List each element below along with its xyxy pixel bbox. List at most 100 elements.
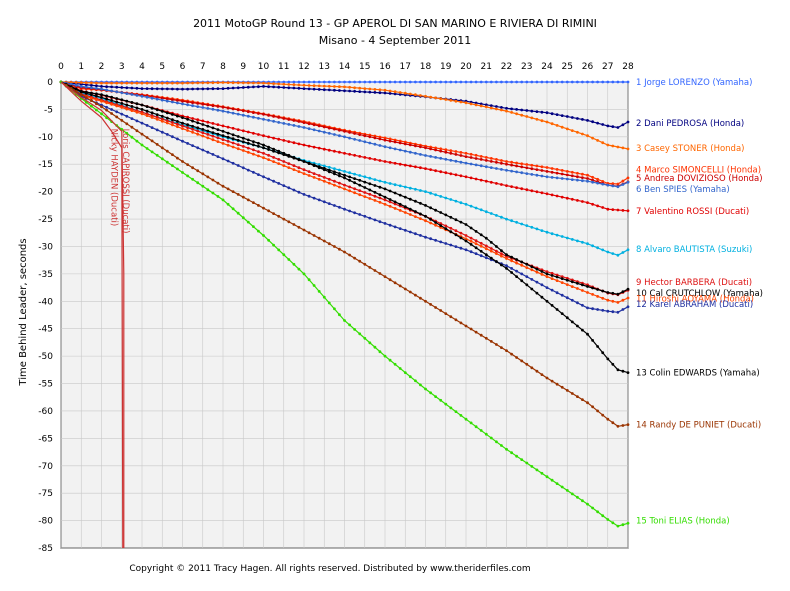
data-point: [454, 153, 458, 156]
data-point: [581, 132, 584, 136]
y-tick-label: -85: [38, 544, 53, 554]
data-point: [601, 141, 605, 145]
data-point: [383, 160, 387, 163]
data-point: [348, 89, 351, 93]
data-point: [540, 110, 544, 114]
series-12: [59, 80, 630, 314]
data-point: [429, 303, 432, 306]
data-point: [201, 134, 205, 138]
data-point: [378, 220, 382, 224]
data-point: [616, 182, 620, 186]
data-point: [277, 162, 281, 166]
data-point: [191, 130, 195, 134]
data-point: [565, 127, 569, 131]
data-point: [241, 140, 245, 144]
data-point: [540, 373, 544, 376]
data-point: [479, 241, 483, 245]
data-point: [186, 117, 190, 121]
data-point: [510, 163, 513, 167]
data-point: [272, 136, 275, 140]
data-point: [201, 131, 205, 135]
data-point: [459, 201, 463, 205]
data-point: [479, 155, 483, 158]
data-point: [393, 183, 397, 187]
data-point: [211, 131, 215, 135]
data-point: [165, 160, 169, 164]
data-point: [545, 230, 549, 234]
data-point: [120, 91, 124, 95]
x-tick-label: 4: [139, 62, 145, 72]
data-point: [267, 153, 270, 157]
data-point: [317, 290, 321, 293]
data-point: [267, 145, 270, 149]
data-point: [419, 234, 422, 237]
data-point: [444, 227, 448, 231]
data-point: [236, 164, 240, 167]
data-point: [434, 306, 437, 309]
data-point: [403, 195, 407, 199]
data-point: [338, 205, 341, 209]
data-point: [95, 81, 98, 85]
data-point: [479, 104, 483, 108]
data-point: [520, 108, 524, 112]
data-point: [520, 165, 524, 169]
data-point: [616, 208, 620, 212]
data-point: [408, 143, 412, 147]
data-point: [287, 118, 291, 121]
data-point: [581, 80, 584, 84]
data-point: [383, 136, 387, 140]
data-point: [601, 123, 605, 126]
data-point: [191, 87, 195, 91]
data-point: [236, 138, 240, 142]
data-point: [90, 99, 93, 102]
data-point: [398, 162, 402, 166]
data-point: [565, 80, 569, 84]
data-point: [403, 80, 407, 84]
data-point: [545, 175, 549, 179]
data-point: [474, 330, 478, 334]
data-point: [231, 111, 235, 115]
data-point: [145, 124, 149, 127]
data-point: [373, 199, 377, 202]
data-point: [449, 243, 453, 247]
data-point: [145, 95, 149, 99]
series-label: 2 Dani PEDROSA (Honda): [636, 119, 744, 129]
data-point: [196, 169, 200, 173]
data-point: [525, 362, 529, 366]
data-point: [211, 191, 215, 195]
data-point: [505, 80, 508, 84]
data-point: [378, 91, 382, 95]
data-point: [500, 159, 503, 162]
data-point: [186, 115, 190, 119]
data-point: [181, 102, 184, 106]
data-point: [322, 164, 326, 168]
x-tick-label: 16: [379, 62, 391, 72]
data-point: [74, 81, 78, 84]
data-point: [393, 80, 397, 84]
data-point: [267, 177, 270, 181]
data-point: [216, 123, 220, 126]
data-point: [459, 100, 463, 104]
data-point: [393, 140, 397, 144]
data-point: [419, 201, 422, 205]
data-point: [414, 80, 417, 84]
data-point: [464, 223, 468, 226]
data-point: [196, 126, 200, 130]
data-point: [621, 523, 625, 527]
data-point: [626, 180, 630, 184]
data-point: [363, 175, 367, 179]
data-point: [403, 287, 407, 291]
x-tick-label: 6: [180, 62, 186, 72]
data-point: [586, 80, 589, 84]
data-point: [327, 88, 331, 92]
data-point: [454, 159, 458, 163]
data-point: [581, 179, 584, 183]
data-point: [414, 210, 417, 213]
data-point: [388, 146, 392, 150]
data-point: [95, 108, 98, 112]
data-point: [378, 185, 382, 189]
data-point: [616, 292, 620, 296]
data-point: [343, 183, 346, 187]
data-point: [292, 83, 296, 87]
data-point: [378, 196, 382, 200]
